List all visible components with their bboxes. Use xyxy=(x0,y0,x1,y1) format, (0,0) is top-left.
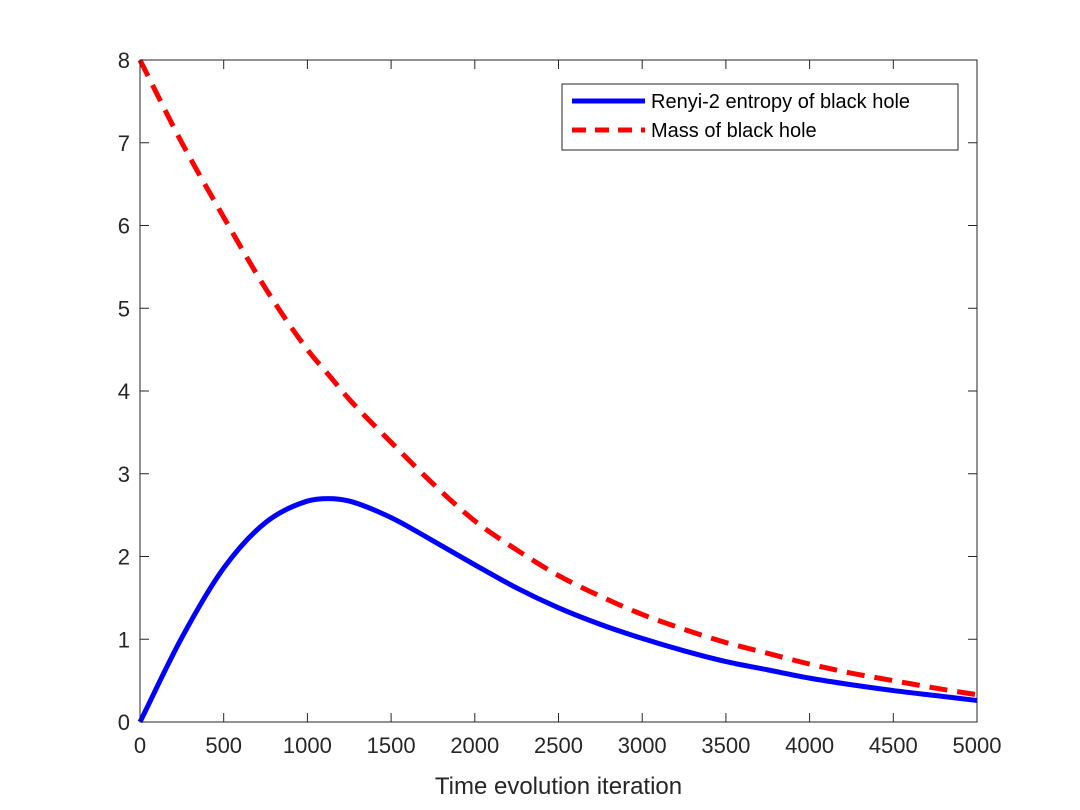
x-tick-label: 3500 xyxy=(701,733,750,758)
y-tick-label: 8 xyxy=(118,48,130,73)
tick-layer: 0 500 1000 1500 2000 2500 3000 3500 4000 4500 5000… xyxy=(118,48,1002,758)
y-tick-label: 5 xyxy=(118,296,130,321)
legend-label-mass: Mass of black hole xyxy=(651,120,817,142)
legend: Renyi-2 entropy of black hole Mass of bl… xyxy=(561,83,959,151)
y-tick-label: 6 xyxy=(118,214,130,239)
legend-label-renyi-entropy: Renyi-2 entropy of black hole xyxy=(651,91,910,113)
y-tick-label: 4 xyxy=(118,379,130,404)
series-layer xyxy=(137,58,978,724)
x-tick-label: 0 xyxy=(134,733,146,758)
renyi-entropy-line xyxy=(137,496,978,724)
x-axis-label: Time evolution iteration xyxy=(435,773,682,800)
x-tick-label: 4000 xyxy=(785,733,834,758)
mass-line xyxy=(137,58,978,698)
x-tick-label: 1500 xyxy=(367,733,416,758)
y-tick-label: 3 xyxy=(118,462,130,487)
x-tick-label: 2500 xyxy=(534,733,583,758)
plot-area xyxy=(139,59,978,723)
y-tick-label: 7 xyxy=(118,131,130,156)
y-tick-label: 2 xyxy=(118,545,130,570)
x-tick-label: 4500 xyxy=(869,733,918,758)
x-tick-label: 500 xyxy=(205,733,242,758)
x-tick-label: 5000 xyxy=(953,733,1002,758)
x-tick-label: 2000 xyxy=(450,733,499,758)
x-tick-label: 3000 xyxy=(618,733,667,758)
x-tick-label: 1000 xyxy=(283,733,332,758)
legend-box xyxy=(561,83,959,151)
y-tick-label: 0 xyxy=(118,710,130,735)
y-tick-label: 1 xyxy=(118,627,130,652)
